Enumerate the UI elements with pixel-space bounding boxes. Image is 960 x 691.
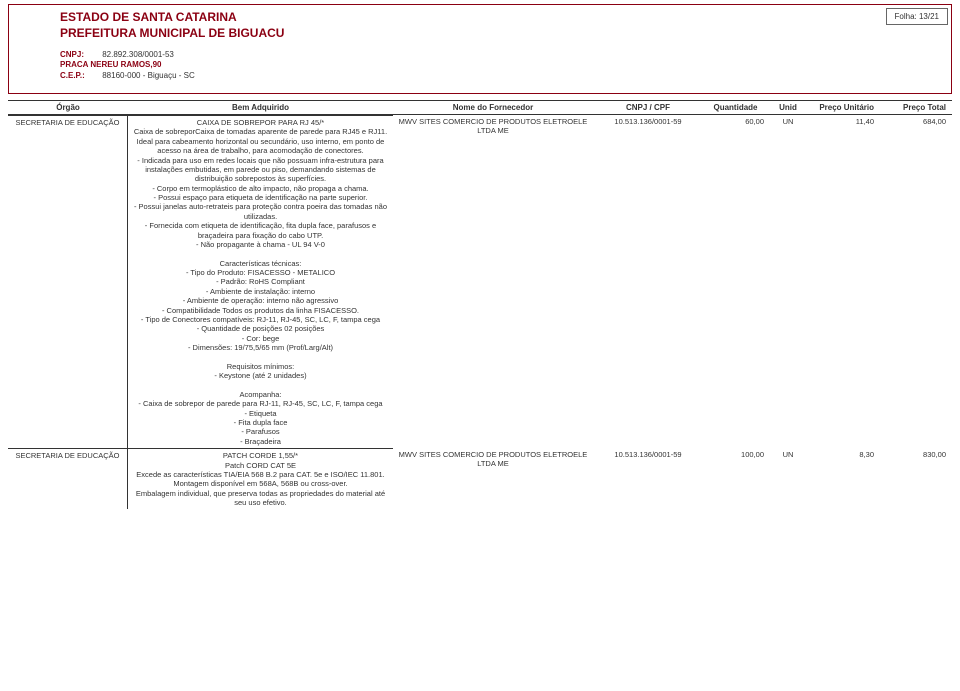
cep-value: 88160-000 - Biguaçu - SC: [102, 71, 195, 80]
cell-total: 684,00: [878, 115, 950, 448]
table-row: SECRETARIA DE EDUCAÇÃO PATCH CORDE 1,55/…: [8, 448, 952, 509]
cell-cnpj: 10.513.136/0001-59: [593, 448, 703, 509]
header-line2: PREFEITURA MUNICIPAL DE BIGUACU: [60, 26, 284, 40]
th-bem: Bem Adquirido: [128, 101, 393, 114]
th-forn: Nome do Fornecedor: [393, 101, 593, 114]
folha-box: Folha: 13/21: [886, 8, 948, 25]
folha-text: Folha: 13/21: [895, 12, 939, 21]
cell-bem: CAIXA DE SOBREPOR PARA RJ 45/*Caixa de s…: [128, 115, 393, 448]
cell-unit: 11,40: [808, 115, 878, 448]
header-line1: ESTADO DE SANTA CATARINA: [60, 10, 284, 24]
sub-header: CNPJ: 82.892.308/0001-53 PRACA NEREU RAM…: [60, 50, 195, 81]
cep-label: C.E.P.:: [60, 71, 100, 81]
th-orgao: Órgão: [8, 101, 128, 114]
cnpj-value: 82.892.308/0001-53: [102, 50, 174, 59]
addr: PRACA NEREU RAMOS,90: [60, 60, 162, 70]
th-cnpj: CNPJ / CPF: [593, 101, 703, 114]
th-total: Preço Total: [878, 101, 950, 114]
cell-total: 830,00: [878, 448, 950, 509]
th-unit: Preço Unitário: [808, 101, 878, 114]
table-row: SECRETARIA DE EDUCAÇÃO CAIXA DE SOBREPOR…: [8, 115, 952, 448]
cell-orgao: SECRETARIA DE EDUCAÇÃO: [8, 448, 128, 509]
cell-unid: UN: [768, 115, 808, 448]
cell-bem: PATCH CORDE 1,55/*Patch CORD CAT 5EExced…: [128, 448, 393, 509]
cell-unid: UN: [768, 448, 808, 509]
table-area: Órgão Bem Adquirido Nome do Fornecedor C…: [8, 100, 952, 509]
header-block: ESTADO DE SANTA CATARINA PREFEITURA MUNI…: [60, 10, 284, 40]
cell-forn: MWV SITES COMERCIO DE PRODUTOS ELETROELE…: [393, 115, 593, 448]
th-qtd: Quantidade: [703, 101, 768, 114]
cell-forn: MWV SITES COMERCIO DE PRODUTOS ELETROELE…: [393, 448, 593, 509]
cell-orgao: SECRETARIA DE EDUCAÇÃO: [8, 115, 128, 448]
cnpj-label: CNPJ:: [60, 50, 100, 60]
cell-unit: 8,30: [808, 448, 878, 509]
table-header: Órgão Bem Adquirido Nome do Fornecedor C…: [8, 100, 952, 115]
th-unid: Unid: [768, 101, 808, 114]
cell-cnpj: 10.513.136/0001-59: [593, 115, 703, 448]
cell-qtd: 60,00: [703, 115, 768, 448]
cell-qtd: 100,00: [703, 448, 768, 509]
